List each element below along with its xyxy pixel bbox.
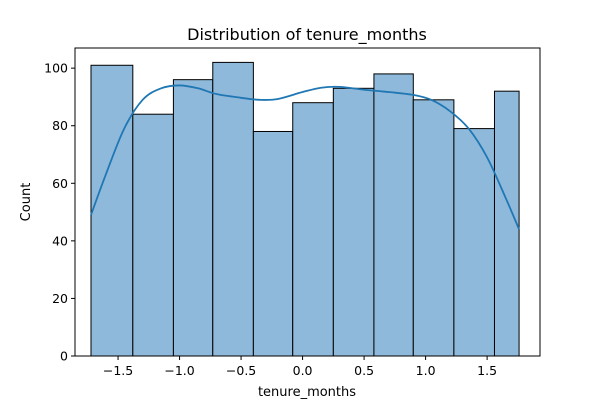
y-tick-label: 0 (60, 349, 68, 364)
kde-line (90, 84, 520, 230)
histogram-bar (332, 87, 375, 357)
chart-title: Distribution of tenure_months (187, 25, 427, 45)
x-tick-label: 1.0 (416, 363, 436, 378)
histogram-bar (172, 79, 214, 357)
x-axis-label: tenure_months (258, 385, 356, 400)
histogram-bar (493, 90, 520, 357)
x-tick-label: −0.5 (226, 363, 256, 378)
y-tick-label: 80 (52, 118, 68, 133)
plot-area: −1.5 −1.0 −0.5 0.0 0.5 1.0 1.5 0 20 40 60 80 100 (44, 47, 541, 378)
axes-frame (74, 47, 541, 357)
x-tick-label: −1.5 (103, 363, 133, 378)
x-tick-label: 1.5 (477, 363, 497, 378)
histogram-bar (252, 130, 294, 357)
histogram-bar (132, 113, 174, 357)
x-tick-label: −1.0 (164, 363, 194, 378)
histogram-bar (212, 61, 254, 357)
histogram-bar (90, 64, 134, 357)
histogram-bar (412, 99, 455, 357)
y-tick-label: 40 (52, 233, 68, 248)
x-tick-label: 0.5 (354, 363, 374, 378)
y-tick-label: 60 (52, 176, 68, 191)
y-axis-label: Count (19, 183, 34, 222)
histogram-bar (453, 128, 495, 357)
x-tick-label: 0.0 (293, 363, 313, 378)
y-tick-label: 20 (52, 291, 68, 306)
histogram-bar (373, 73, 414, 357)
histogram-bar (292, 102, 334, 357)
y-tick-label: 100 (44, 61, 68, 76)
